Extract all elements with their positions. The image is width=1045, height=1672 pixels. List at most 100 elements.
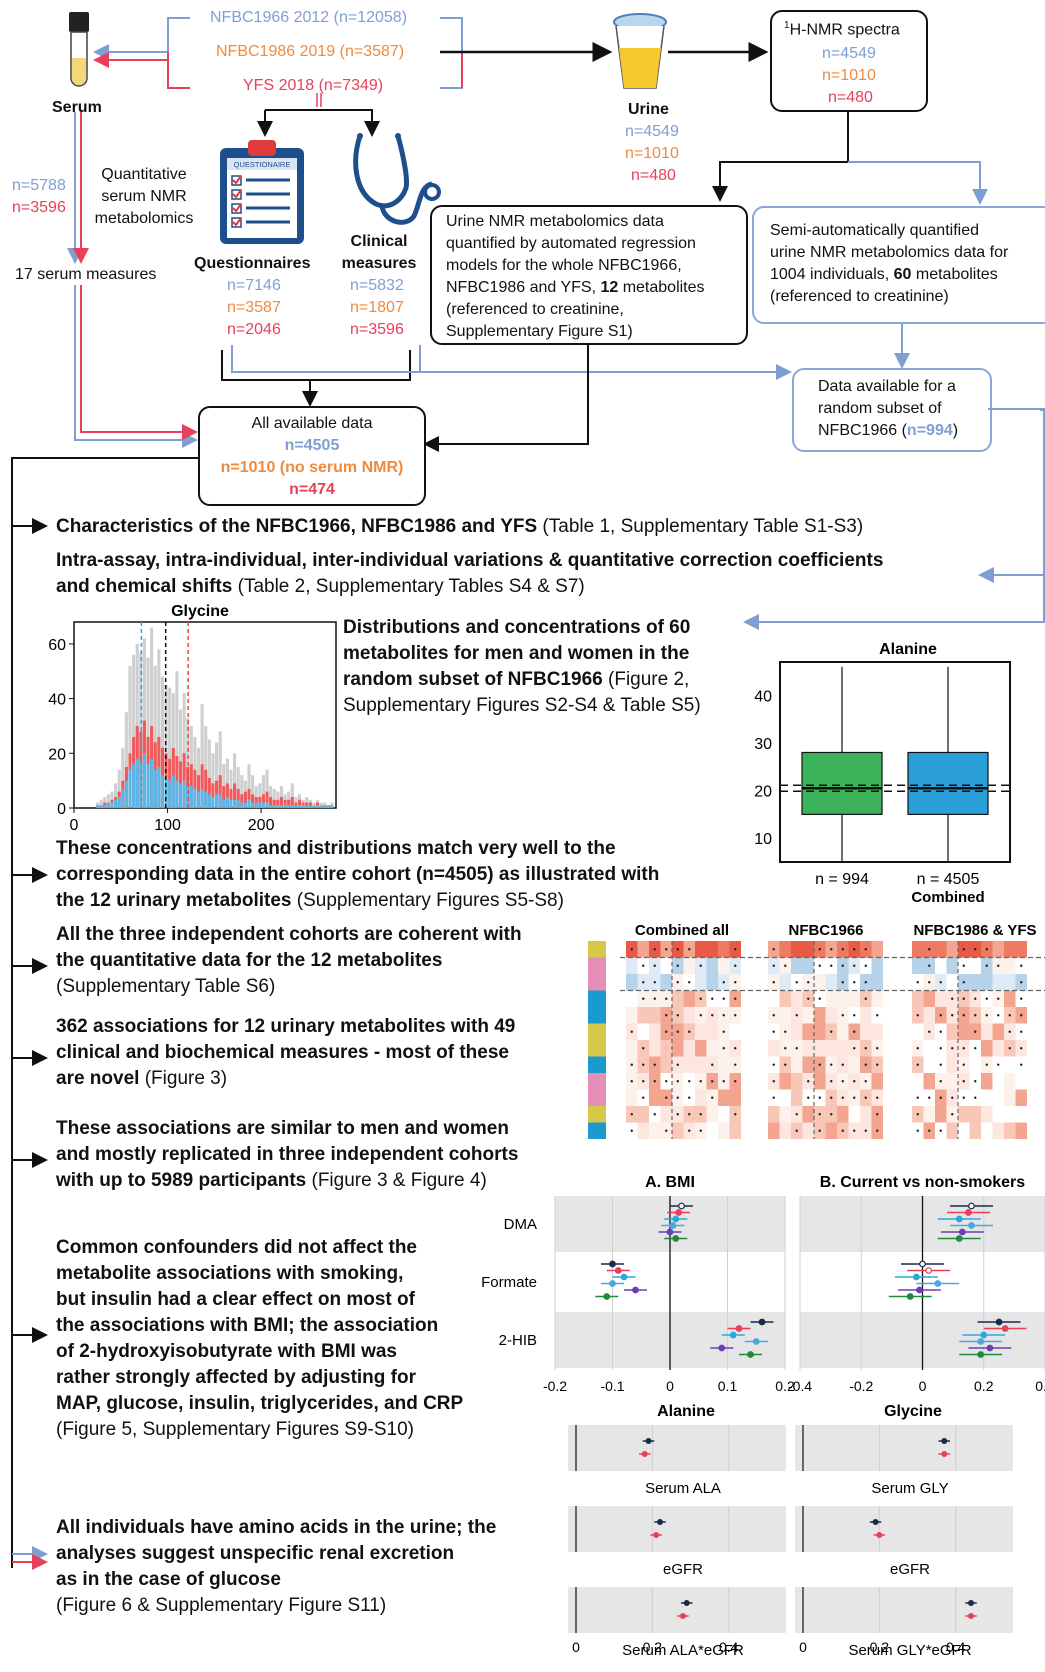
heatmap-cell (814, 1007, 826, 1024)
heatmap-cell (660, 974, 672, 991)
heatmap-dot (962, 1096, 965, 1099)
heatmap-cell (1015, 1089, 1027, 1106)
glycine-bar (247, 799, 251, 808)
heatmap-dot (653, 964, 656, 967)
glycine-bar (258, 783, 262, 808)
finding-1-bold: Characteristics of the NFBC1966, NFBC198… (56, 516, 538, 537)
glycine-bar (168, 780, 172, 808)
glycine-bar (290, 805, 294, 808)
finding-4-l2: corresponding data in the entire cohort … (56, 864, 660, 885)
heatmap-cell (649, 1023, 661, 1040)
heatmap-dot (841, 964, 844, 967)
heatmap-dot (1008, 1030, 1011, 1033)
heatmap-cell (649, 1122, 661, 1139)
finding-9: All individuals have amino acids in the … (56, 1515, 496, 1619)
heatmap-cell (860, 1023, 872, 1040)
glycine-bar (330, 805, 334, 808)
forest-tick-label: 0.2 (775, 1378, 795, 1394)
finding-2-bold-2: and chemical shifts (56, 576, 233, 597)
heatmap-dot (818, 1113, 821, 1116)
glycine-bar (305, 805, 309, 808)
heatmap-dot (916, 1129, 919, 1132)
heatmap-dot (876, 1014, 879, 1017)
forest-point (603, 1293, 611, 1300)
glycine-bar (121, 788, 125, 808)
glycine-bar (218, 731, 222, 808)
glycine-bar (193, 788, 197, 808)
heatmap-dot (1020, 1014, 1023, 1017)
glycine-bar (254, 802, 258, 808)
glycine-bar (251, 802, 255, 808)
heatmap-cell (660, 957, 672, 974)
alanine-ytick-label: 10 (754, 831, 772, 848)
heatmap-dot (699, 1080, 702, 1083)
finding-7-l3r: (Figure 3 & Figure 4) (306, 1170, 487, 1191)
finding-6-l3b: are novel (56, 1068, 140, 1089)
heatmap-cell (695, 974, 707, 991)
finding-5-l1: All the three independent cohorts are co… (56, 924, 522, 945)
urine-nmr-text-1: Urine NMR metabolomics data (446, 213, 664, 230)
semi-text-3c: metabolites (911, 266, 998, 283)
heatmap-cell (779, 1122, 791, 1139)
heatmap-dot (772, 1080, 775, 1083)
heatmap-cell (802, 1040, 814, 1057)
heatmap-dot (830, 964, 833, 967)
finding-1-rest: (Table 1, Supplementary Table S1-S3) (537, 516, 864, 537)
heatmap-dot (807, 1080, 810, 1083)
forest-point (968, 1613, 974, 1619)
heatmap-cell (791, 957, 803, 974)
forest-point (614, 1267, 622, 1274)
finding-8-l1: Common confounders did not affect the (56, 1237, 417, 1258)
heatmap-dot (784, 964, 787, 967)
heatmap-cell (992, 1089, 1004, 1106)
heatmap-cell (958, 1122, 970, 1139)
finding-9-l3: as in the case of glucose (56, 1569, 281, 1590)
heatmap-dot (665, 1080, 668, 1083)
finding-8: Common confounders did not affect the me… (56, 1235, 463, 1443)
cohort-nfbc1966: NFBC1966 2012 (n=12058) (210, 9, 408, 26)
heatmap-dot (642, 1047, 645, 1050)
finding-9-l4: (Figure 6 & Supplementary Figure S11) (56, 1595, 387, 1616)
glycine-bar (146, 764, 150, 808)
heatmap-cell (683, 1007, 695, 1024)
heatmap-dot (962, 964, 965, 967)
forest-point (609, 1260, 616, 1268)
heatmap-dot (642, 1080, 645, 1083)
forest-point (941, 1451, 948, 1457)
heatmap-dot (853, 1030, 856, 1033)
glycine-bar (326, 805, 330, 808)
all-data-n-orange: n=1010 (no serum NMR) (220, 459, 404, 476)
heatmap-side-color (588, 957, 606, 974)
glycine-bar (319, 805, 323, 808)
heatmap-cell (1004, 941, 1016, 958)
heatmap-dot (676, 1030, 679, 1033)
heatmap-dot (864, 997, 867, 1000)
heatmap-cell (923, 1040, 935, 1057)
heatmap-dot (772, 1096, 775, 1099)
finding-4-l3r: (Supplementary Figures S5-S8) (291, 890, 564, 911)
heatmap-cell (1004, 974, 1016, 991)
heatmap-dot (841, 1014, 844, 1017)
heatmap-dot (772, 1030, 775, 1033)
heatmap-cell (969, 974, 981, 991)
heatmap-cell (969, 1106, 981, 1123)
glycine-bar (132, 654, 136, 808)
subset-right-line (988, 408, 1045, 410)
heatmap-cell (981, 1073, 993, 1090)
heatmap-dot (985, 1014, 988, 1017)
heatmap-dot (665, 1030, 668, 1033)
heatmap-cell (1015, 1122, 1027, 1139)
heatmap-dot (830, 1030, 833, 1033)
heatmap-dot (818, 997, 821, 1000)
finding-7-l3b: with up to 5989 participants (56, 1170, 307, 1191)
heatmap-dot (1020, 981, 1023, 984)
heatmap-cell (935, 957, 947, 974)
heatmap-dot (807, 997, 810, 1000)
forest-point (968, 1600, 974, 1606)
heatmap-cell (779, 1089, 791, 1106)
heatmap-dot (841, 981, 844, 984)
forest-title: A. BMI (645, 1174, 695, 1191)
heatmap-cell (1004, 1056, 1016, 1073)
glycine-bar (153, 769, 157, 808)
